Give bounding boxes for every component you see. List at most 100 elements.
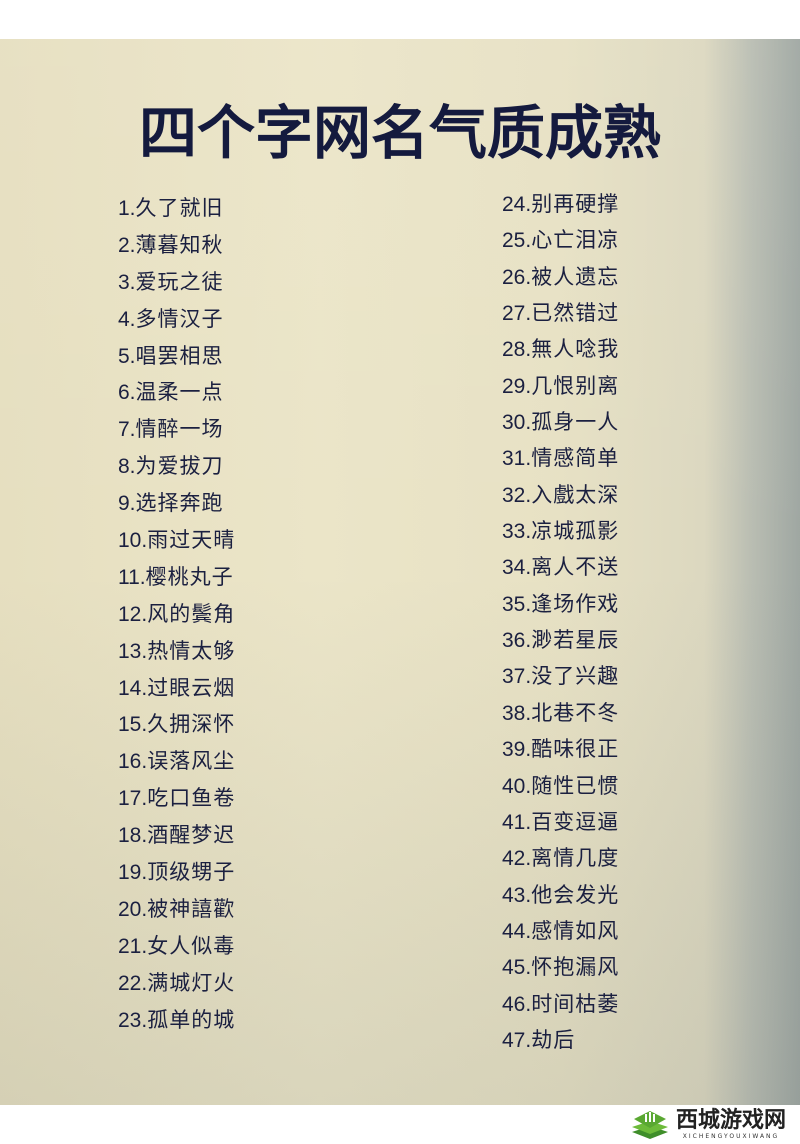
item-name: 心亡泪凉 xyxy=(531,228,620,253)
list-item: 7.情醉一场 xyxy=(118,415,235,452)
watermark-name: 西城游戏网 xyxy=(675,1107,786,1133)
item-number: 42. xyxy=(502,847,532,871)
item-number: 18. xyxy=(118,824,148,848)
list-item: 5.唱罢相思 xyxy=(118,342,235,379)
item-number: 24. xyxy=(502,193,532,216)
list-item: 10.雨过天晴 xyxy=(118,526,235,563)
list-item: 9.选择奔跑 xyxy=(118,489,235,526)
list-item: 21.女人似毒 xyxy=(118,932,235,969)
item-number: 8. xyxy=(118,455,136,479)
item-number: 26. xyxy=(502,265,532,289)
item-number: 12. xyxy=(118,602,148,626)
item-name: 吃口鱼卷 xyxy=(147,786,236,811)
item-name: 爱玩之徒 xyxy=(135,269,224,294)
item-name: 逢场作戏 xyxy=(531,591,620,616)
item-number: 22. xyxy=(118,971,148,995)
item-number: 38. xyxy=(502,701,532,725)
list-item: 17.吃口鱼卷 xyxy=(118,784,235,821)
item-name: 情醉一场 xyxy=(135,417,224,442)
item-number: 16. xyxy=(118,750,148,774)
item-name: 女人似毒 xyxy=(147,933,236,958)
list-item: 34.离人不送 xyxy=(502,553,619,589)
item-name: 满城灯火 xyxy=(147,970,236,995)
item-name: 误落风尘 xyxy=(147,749,236,774)
item-number: 28. xyxy=(502,338,532,362)
list-item: 35.逢场作戏 xyxy=(502,590,619,626)
item-name: 孤身一人 xyxy=(531,410,620,435)
list-item: 36.渺若星辰 xyxy=(502,626,619,662)
item-number: 15. xyxy=(118,713,148,737)
list-item: 23.孤单的城 xyxy=(118,1006,235,1043)
list-item: 22.满城灯火 xyxy=(118,969,235,1006)
item-number: 43. xyxy=(502,883,532,907)
list-item: 33.凉城孤影 xyxy=(502,517,619,553)
item-number: 31. xyxy=(502,447,532,471)
list-item: 31.情感简单 xyxy=(502,444,619,480)
item-name: 酒醒梦迟 xyxy=(147,823,236,848)
item-number: 30. xyxy=(502,411,532,435)
item-name: 北巷不冬 xyxy=(531,700,620,725)
item-number: 36. xyxy=(502,629,532,653)
item-name: 为爱拔刀 xyxy=(135,454,224,479)
item-number: 27. xyxy=(502,302,532,326)
item-name: 被人遗忘 xyxy=(531,264,620,289)
list-item: 30.孤身一人 xyxy=(502,408,619,444)
item-name: 热情太够 xyxy=(147,638,236,663)
item-name: 渺若星辰 xyxy=(531,628,620,653)
item-name: 情感简单 xyxy=(531,446,620,471)
item-number: 33. xyxy=(502,520,532,544)
item-number: 2. xyxy=(118,233,136,257)
list-item: 28.無人唸我 xyxy=(502,335,619,371)
item-number: 44. xyxy=(502,919,532,943)
list-item: 38.北巷不冬 xyxy=(502,699,619,735)
item-name: 离人不送 xyxy=(531,555,620,580)
list-item: 11.樱桃丸子 xyxy=(118,563,235,600)
list-item: 6.温柔一点 xyxy=(118,378,235,415)
list-item: 45.怀抱漏风 xyxy=(502,953,619,989)
item-name: 雨过天晴 xyxy=(147,528,236,553)
list-item: 15.久拥深怀 xyxy=(118,710,235,747)
list-item: 40.随性已惯 xyxy=(502,772,619,808)
list-item: 47.劫后 xyxy=(502,1026,619,1062)
item-name: 随性已惯 xyxy=(531,773,620,798)
item-name: 感情如风 xyxy=(531,918,620,943)
document-photo xyxy=(0,39,800,1105)
item-number: 1. xyxy=(118,197,136,220)
item-name: 几恨别离 xyxy=(531,373,620,398)
item-name: 温柔一点 xyxy=(135,380,224,405)
list-item: 43.他会发光 xyxy=(502,881,619,917)
list-item: 37.没了兴趣 xyxy=(502,662,619,698)
item-name: 唱罢相思 xyxy=(135,343,224,368)
list-item: 26.被人遗忘 xyxy=(502,263,619,299)
item-name: 风的鬓角 xyxy=(147,601,236,626)
item-number: 34. xyxy=(502,556,532,580)
list-item: 20.被神譆歡 xyxy=(118,895,235,932)
item-number: 21. xyxy=(118,934,148,958)
item-name: 凉城孤影 xyxy=(531,519,620,544)
item-name: 怀抱漏风 xyxy=(531,955,620,980)
list-item: 25.心亡泪凉 xyxy=(502,226,619,262)
item-name: 無人唸我 xyxy=(531,337,620,362)
item-name: 酷味很正 xyxy=(531,737,620,762)
item-name: 百变逗逼 xyxy=(531,809,620,834)
item-number: 35. xyxy=(502,592,532,616)
item-name: 已然错过 xyxy=(531,301,620,326)
list-item: 27.已然错过 xyxy=(502,299,619,335)
list-item: 1.久了就旧 xyxy=(118,194,235,231)
list-item: 41.百变逗逼 xyxy=(502,808,619,844)
item-number: 25. xyxy=(502,229,532,253)
item-number: 9. xyxy=(118,492,136,516)
item-number: 13. xyxy=(118,639,148,663)
list-item: 32.入戲太深 xyxy=(502,481,619,517)
item-number: 45. xyxy=(502,956,532,980)
list-item: 46.时间枯萎 xyxy=(502,990,619,1026)
item-name: 选择奔跑 xyxy=(135,491,224,516)
item-name: 劫后 xyxy=(531,1027,576,1052)
name-list-right: 24.别再硬撑 25.心亡泪凉 26.被人遗忘 27.已然错过 28.無人唸我 29.几恨… xyxy=(502,190,619,1062)
item-number: 4. xyxy=(118,307,136,331)
item-name: 久了就旧 xyxy=(135,196,224,220)
item-number: 11. xyxy=(118,565,146,589)
list-item: 2.薄暮知秋 xyxy=(118,231,235,268)
item-number: 37. xyxy=(502,665,532,689)
list-item: 8.为爱拔刀 xyxy=(118,452,235,489)
